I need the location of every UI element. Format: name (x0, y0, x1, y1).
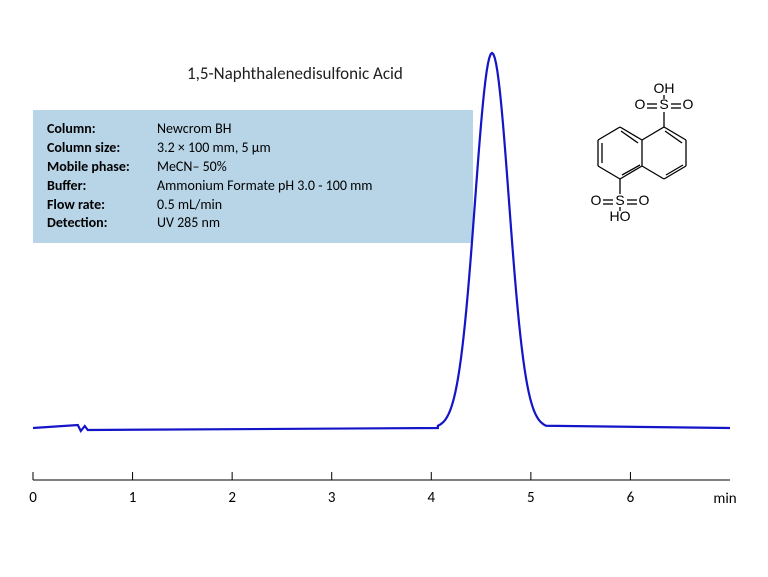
svg-text:OH: OH (654, 80, 675, 96)
x-tick-label: 6 (627, 489, 635, 507)
svg-text:O: O (591, 192, 602, 208)
x-axis-units-label: min (713, 490, 736, 508)
svg-text:O: O (639, 192, 650, 208)
svg-text:O: O (683, 96, 694, 112)
x-tick-label: 2 (228, 489, 236, 507)
svg-text:O: O (635, 96, 646, 112)
x-tick-label: 1 (129, 489, 137, 507)
x-tick-label: 3 (328, 489, 336, 507)
x-tick-label: 0 (29, 489, 37, 507)
svg-text:S: S (615, 192, 624, 208)
chemical-structure: SOOOHSOOHO (563, 48, 723, 233)
x-tick-label: 5 (527, 489, 535, 507)
x-axis: 0 1 2 3 4 5 6 min (29, 472, 736, 508)
x-tick-label: 4 (427, 489, 435, 507)
